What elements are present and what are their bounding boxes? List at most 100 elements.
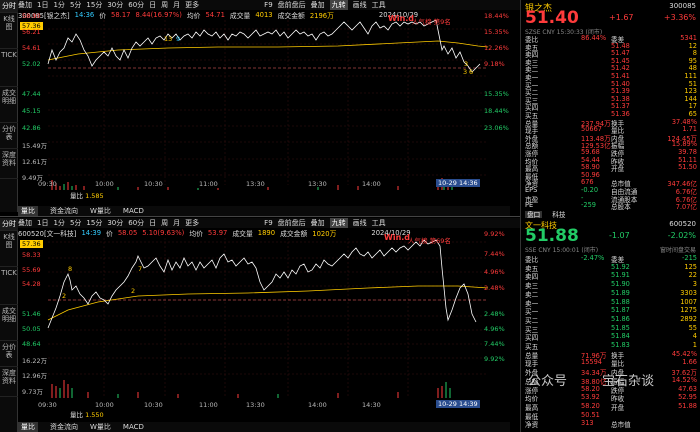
stock-code-name: 600520[文一科技] — [18, 230, 77, 238]
quote-cell: 1 — [692, 341, 697, 349]
quote-cell: 卖五 — [525, 264, 539, 273]
quote-tab[interactable]: 科技 — [552, 211, 566, 219]
chart-marker: 6 — [469, 68, 474, 76]
toolbar-item[interactable]: F9 — [264, 219, 273, 227]
toolbar-item[interactable]: 九转 — [329, 0, 348, 10]
side-tab[interactable]: K线图 — [0, 13, 18, 49]
quote-tab[interactable]: 盘口 — [525, 211, 543, 219]
toolbar-item[interactable]: 盘前盘后 — [277, 1, 306, 9]
toolbar-item[interactable]: 1日 — [37, 1, 49, 9]
toolbar-item[interactable]: 30分 — [107, 1, 124, 9]
toolbar-item[interactable]: 月 — [173, 219, 181, 227]
quote-cell: 均价 — [525, 157, 539, 166]
sub-tab[interactable]: 资金流向 — [50, 423, 78, 431]
quote-cell: 45.42% — [671, 349, 697, 358]
price-axis-label: 55.69 — [22, 266, 41, 274]
toolbar-item[interactable]: 5分 — [69, 1, 82, 9]
side-tab[interactable]: 分价表 — [0, 123, 18, 149]
toolbar-item[interactable]: 工具 — [371, 219, 386, 227]
toolbar-item[interactable]: 更多 — [185, 1, 200, 9]
side-tab[interactable]: K线图 — [0, 231, 18, 267]
side-tab[interactable]: 分时 — [0, 218, 18, 231]
quote-cell: 委差 — [611, 256, 625, 264]
toolbar-item[interactable]: 日 — [149, 1, 157, 9]
toolbar-item[interactable]: 日 — [149, 219, 157, 227]
sub-tab[interactable]: 资金流向 — [50, 207, 78, 215]
info-avg-label: 均价 — [186, 12, 201, 20]
side-tab[interactable]: 成交明细 — [0, 305, 18, 341]
toolbar-item[interactable]: 60分 — [128, 1, 145, 9]
info-change: 8.44(16.97%) — [135, 11, 182, 19]
quote-cell: 1.71 — [682, 125, 697, 134]
quote-cell: 15594 — [581, 358, 602, 367]
quote-cell: 换手 — [611, 351, 625, 360]
toolbar-item[interactable]: 15分 — [86, 219, 103, 227]
quote-row: 卖四 51.91 22 — [521, 271, 700, 281]
toolbar-item[interactable]: 1分 — [53, 1, 65, 9]
time-label: 10:00 — [95, 401, 114, 409]
side-tab[interactable]: 深度资料 — [0, 367, 18, 397]
toolbar-item[interactable]: 叠加 — [18, 1, 32, 9]
price-axis-label: 47.44 — [22, 90, 41, 98]
toolbar-item[interactable]: 叠加 — [310, 1, 325, 9]
side-tab[interactable]: 深度资料 — [0, 149, 18, 179]
toolbar-item[interactable]: 叠加 — [18, 219, 32, 227]
quote-row: 现手 50667 量比 1.71 — [521, 125, 700, 135]
toolbar-item[interactable]: 周 — [161, 219, 169, 227]
info-vol: 1890 — [257, 229, 276, 237]
toolbar-item[interactable]: 5分 — [69, 219, 82, 227]
toolbar-item[interactable]: 叠加 — [310, 219, 325, 227]
pct-axis-label: 4.96% — [484, 268, 505, 276]
popularity-annotation: 人气榜 第69名 — [408, 237, 451, 245]
quote-cell: 52.95 — [678, 393, 697, 402]
info-amt: 1020万 — [312, 230, 337, 238]
info-avg: 53.97 — [207, 229, 228, 237]
quote-cell: 51.86 — [611, 314, 630, 323]
toolbar-item[interactable]: 月 — [173, 1, 181, 9]
quote-cell: 买一 — [525, 81, 539, 90]
toolbar-item[interactable]: 1分 — [53, 219, 65, 227]
toolbar-item[interactable]: 九转 — [329, 218, 348, 228]
toolbar-item[interactable]: 60分 — [128, 219, 145, 227]
quote-row: 买四 51.84 4 — [521, 332, 700, 342]
quote-cell: 开盘 — [611, 403, 625, 412]
wind-annotation: Win.d — [384, 233, 411, 242]
toolbar-item[interactable]: 盘前盘后 — [277, 219, 306, 227]
sub-tab[interactable]: 量比 — [18, 422, 38, 432]
pct-axis-label: 2.48% — [484, 284, 505, 292]
info-vol-label: 成交量 — [229, 12, 251, 20]
sub-tab[interactable]: MACD — [122, 207, 144, 215]
toolbar-item[interactable]: 更多 — [185, 219, 200, 227]
side-tab[interactable]: 分时 — [0, 0, 18, 13]
popularity-annotation: 人气榜 第9名 — [412, 18, 451, 26]
quote-cell: 50.51 — [581, 410, 600, 419]
quote-row: 买五 51.83 1 — [521, 341, 700, 351]
quote-row: 卖一 51.41 111 — [521, 72, 700, 82]
toolbar-item[interactable]: F9 — [264, 1, 273, 9]
price-axis-label: 54.28 — [22, 280, 41, 288]
sub-tab[interactable]: 量比 — [18, 206, 38, 216]
toolbar-item[interactable]: 画线 — [352, 1, 367, 9]
toolbar-item[interactable]: 30分 — [107, 219, 124, 227]
quote-cell: 58.20 — [581, 384, 600, 393]
toolbar-item[interactable]: 15分 — [86, 1, 103, 9]
chart-marker: 9 — [176, 35, 181, 43]
sub-tab[interactable]: W量比 — [90, 207, 111, 215]
sub-tab[interactable]: MACD — [122, 423, 144, 431]
side-tab[interactable]: TICK — [0, 49, 18, 87]
info-vol: 4013 — [255, 11, 273, 19]
top-intraday-chart[interactable] — [18, 19, 510, 198]
toolbar-item[interactable]: 工具 — [371, 1, 386, 9]
side-tab[interactable]: 成交明细 — [0, 87, 18, 123]
bottom-intraday-chart[interactable] — [18, 238, 510, 410]
toolbar-item[interactable]: 画线 — [352, 219, 367, 227]
vol-axis-label: 9.73万 — [22, 388, 43, 396]
side-tab[interactable]: TICK — [0, 267, 18, 305]
top-sub-tabs: 量比 资金流向 W量比 MACD — [18, 206, 510, 216]
side-tab[interactable]: 分价表 — [0, 341, 18, 367]
toolbar-item[interactable]: 周 — [161, 1, 169, 9]
toolbar-item[interactable]: 1日 — [37, 219, 49, 227]
quote-cell: 7.07亿 — [675, 203, 697, 212]
quote-cell: 市盈 — [525, 195, 539, 204]
sub-tab[interactable]: W量比 — [90, 423, 111, 431]
